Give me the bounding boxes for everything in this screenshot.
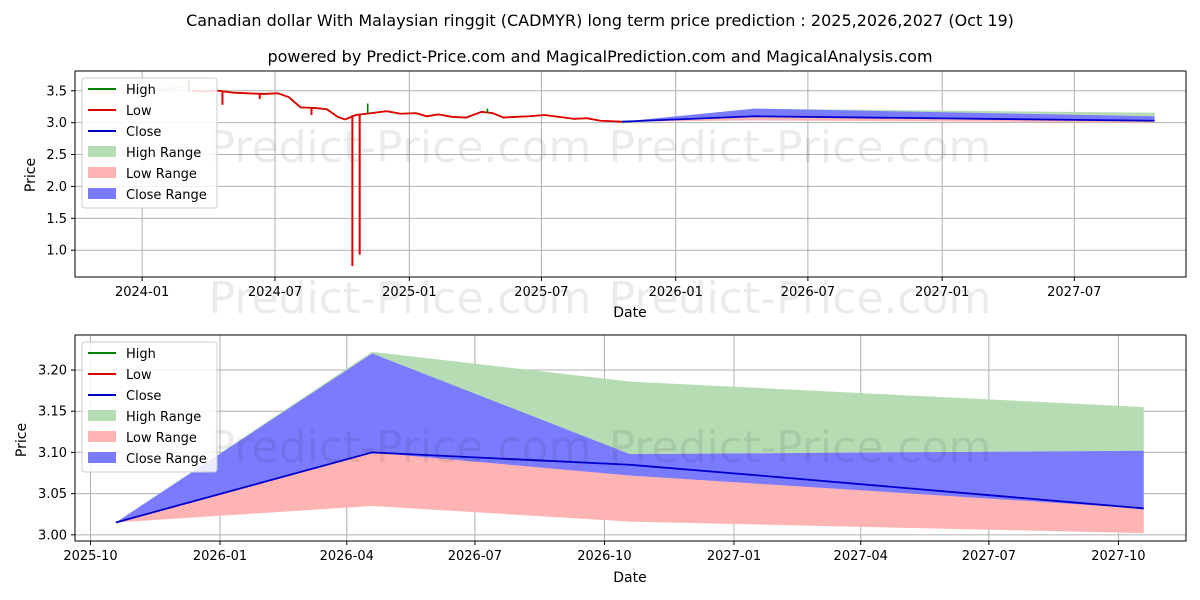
bottom-legend-close-label: Close (126, 389, 161, 404)
bottom-legend-high-range-swatch (88, 410, 116, 421)
top-legend-close-range-swatch (88, 188, 116, 199)
top-x-tick-label: 2025-07 (514, 285, 568, 300)
chart-subtitle: powered by Predict-Price.com and Magical… (267, 47, 932, 66)
top-close-forecast-line (621, 115, 1155, 123)
top-plot-area (75, 71, 1186, 277)
top-y-axis-label: Price (23, 158, 39, 192)
top-x-tick-label: 2026-07 (781, 285, 835, 300)
bottom-y-tick-label: 3.10 (38, 446, 67, 461)
top-legend-close-range-label: Close Range (126, 188, 207, 203)
top-y-axis-ticks: 1.0 1.5 2.0 2.5 3.0 3.5 (46, 84, 75, 259)
top-series-group (88, 79, 1155, 267)
bottom-watermark-left: Predict-Price.com (209, 422, 592, 473)
bottom-y-axis-ticks: 3.00 3.05 3.10 3.15 3.20 (38, 364, 75, 543)
top-legend-high-label: High (126, 83, 156, 98)
bottom-legend: High Low Close High Range Low Range Clos… (81, 341, 218, 473)
bottom-y-tick-label: 3.00 (38, 528, 67, 543)
top-legend-high-range-label: High Range (126, 146, 201, 161)
top-y-tick-label: 3.0 (46, 116, 67, 131)
top-watermark-left: Predict-Price.com (209, 122, 592, 173)
bottom-x-tick-label: 2027-07 (962, 549, 1016, 564)
bottom-legend-low-range-label: Low Range (126, 431, 197, 446)
bottom-legend-close-range-swatch (88, 452, 116, 463)
bottom-low-range-band (115, 452, 1144, 534)
bottom-x-tick-label: 2027-10 (1091, 549, 1145, 564)
bottom-plot-frame (74, 334, 1187, 542)
bottom-close-forecast-line (115, 451, 1144, 524)
bottom-legend-low-label: Low (126, 368, 152, 383)
bottom-watermark-right: Predict-Price.com (609, 422, 992, 473)
top-legend: High Low Close High Range Low Range Clos… (81, 77, 218, 209)
bottom-x-tick-label: 2026-10 (577, 549, 631, 564)
bottom-y-axis-label: Price (14, 423, 30, 457)
top-y-tick-label: 3.5 (46, 84, 67, 99)
bottom-x-tick-label: 2026-07 (448, 549, 502, 564)
top-plot-frame (74, 70, 1187, 278)
bottom-legend-low-range-swatch (88, 431, 116, 442)
bottom-x-tick-label: 2027-01 (707, 549, 761, 564)
top-legend-low-range-label: Low Range (126, 167, 197, 182)
bottom-legend-high-range-label: High Range (126, 410, 201, 425)
top-watermark-right: Predict-Price.com (609, 122, 992, 173)
top-x-tick-label: 2026-01 (649, 285, 703, 300)
top-watermark-lower-right: Predict-Price.com (609, 273, 992, 324)
bottom-legend-high-label: High (126, 347, 156, 362)
top-legend-low-label: Low (126, 104, 152, 119)
bottom-series-group (115, 351, 1144, 534)
top-y-tick-label: 1.5 (46, 212, 67, 227)
top-x-tick-label: 2024-07 (248, 285, 302, 300)
bottom-x-axis-label: Date (613, 570, 646, 586)
top-x-axis-label: Date (613, 305, 646, 321)
top-x-tick-label: 2025-01 (382, 285, 436, 300)
top-x-axis-ticks: 2024-01 2024-07 2025-01 2025-07 2026-01 2026-… (115, 277, 1101, 300)
bottom-x-tick-label: 2026-01 (193, 549, 247, 564)
top-x-tick-label: 2024-01 (115, 285, 169, 300)
top-watermark-lower-left: Predict-Price.com (209, 273, 592, 324)
top-panel: Predict-Price.com Predict-Price.com Pred… (23, 70, 1187, 324)
top-gridlines (75, 71, 1186, 277)
bottom-x-tick-label: 2027-04 (834, 549, 888, 564)
top-y-tick-label: 1.0 (46, 244, 67, 259)
top-x-tick-label: 2027-07 (1047, 285, 1101, 300)
bottom-legend-close-range-label: Close Range (126, 452, 207, 467)
top-x-tick-label: 2027-01 (915, 285, 969, 300)
top-history-low-line (192, 89, 622, 123)
bottom-panel: Predict-Price.com Predict-Price.com 2025… (14, 334, 1187, 586)
chart-title: Canadian dollar With Malaysian ringgit (… (186, 11, 1014, 30)
bottom-x-tick-label: 2025-10 (63, 549, 117, 564)
top-y-tick-label: 2.5 (46, 148, 67, 163)
bottom-y-tick-label: 3.05 (38, 487, 67, 502)
bottom-x-axis-ticks: 2025-10 2026-01 2026-04 2026-07 2026-10 2027-… (63, 541, 1146, 564)
top-legend-close-label: Close (126, 125, 161, 140)
top-legend-high-range-swatch (88, 146, 116, 157)
top-y-tick-label: 2.0 (46, 180, 67, 195)
bottom-y-tick-label: 3.15 (38, 405, 67, 420)
bottom-y-tick-label: 3.20 (38, 364, 67, 379)
bottom-close-range-band (115, 353, 1144, 523)
top-legend-low-range-swatch (88, 167, 116, 178)
bottom-x-tick-label: 2026-04 (320, 549, 374, 564)
top-low-range-band (621, 116, 1155, 123)
